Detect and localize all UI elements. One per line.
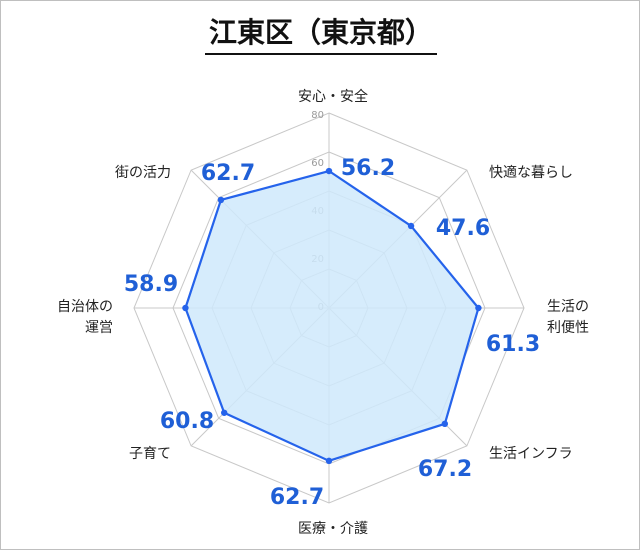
series-area (184, 169, 480, 463)
data-point (441, 420, 449, 428)
data-point (182, 304, 189, 312)
value-label: 67.2 (418, 457, 472, 482)
category-label: 街の活力 (115, 165, 171, 181)
data-point (407, 222, 415, 230)
data-point (221, 409, 228, 416)
category-label: 生活インフラ (489, 446, 573, 462)
data-point (325, 457, 333, 465)
value-label: 60.8 (160, 409, 214, 434)
category-label: 生活の (547, 299, 589, 315)
category-label: 医療・介護 (298, 520, 368, 537)
value-label: 61.3 (486, 332, 540, 357)
scale-tick-label: 60 (311, 158, 324, 169)
value-label: 56.2 (341, 156, 395, 181)
data-point (217, 196, 225, 204)
value-label: 58.9 (124, 272, 178, 297)
scale-tick-label: 80 (311, 110, 324, 121)
value-label: 62.7 (201, 161, 255, 186)
chart-title: 江東区（東京都） (1, 11, 639, 55)
category-label: 運営 (85, 320, 113, 336)
value-label: 62.7 (270, 485, 324, 510)
category-label: 自治体の (57, 299, 113, 315)
category-label: 利便性 (547, 320, 589, 336)
data-point (475, 304, 482, 312)
category-label: 安心・安全 (298, 88, 368, 105)
value-label: 47.6 (436, 216, 490, 241)
category-label: 子育て (129, 446, 171, 462)
data-point (325, 167, 333, 175)
category-label: 快適な暮らし (489, 164, 573, 181)
